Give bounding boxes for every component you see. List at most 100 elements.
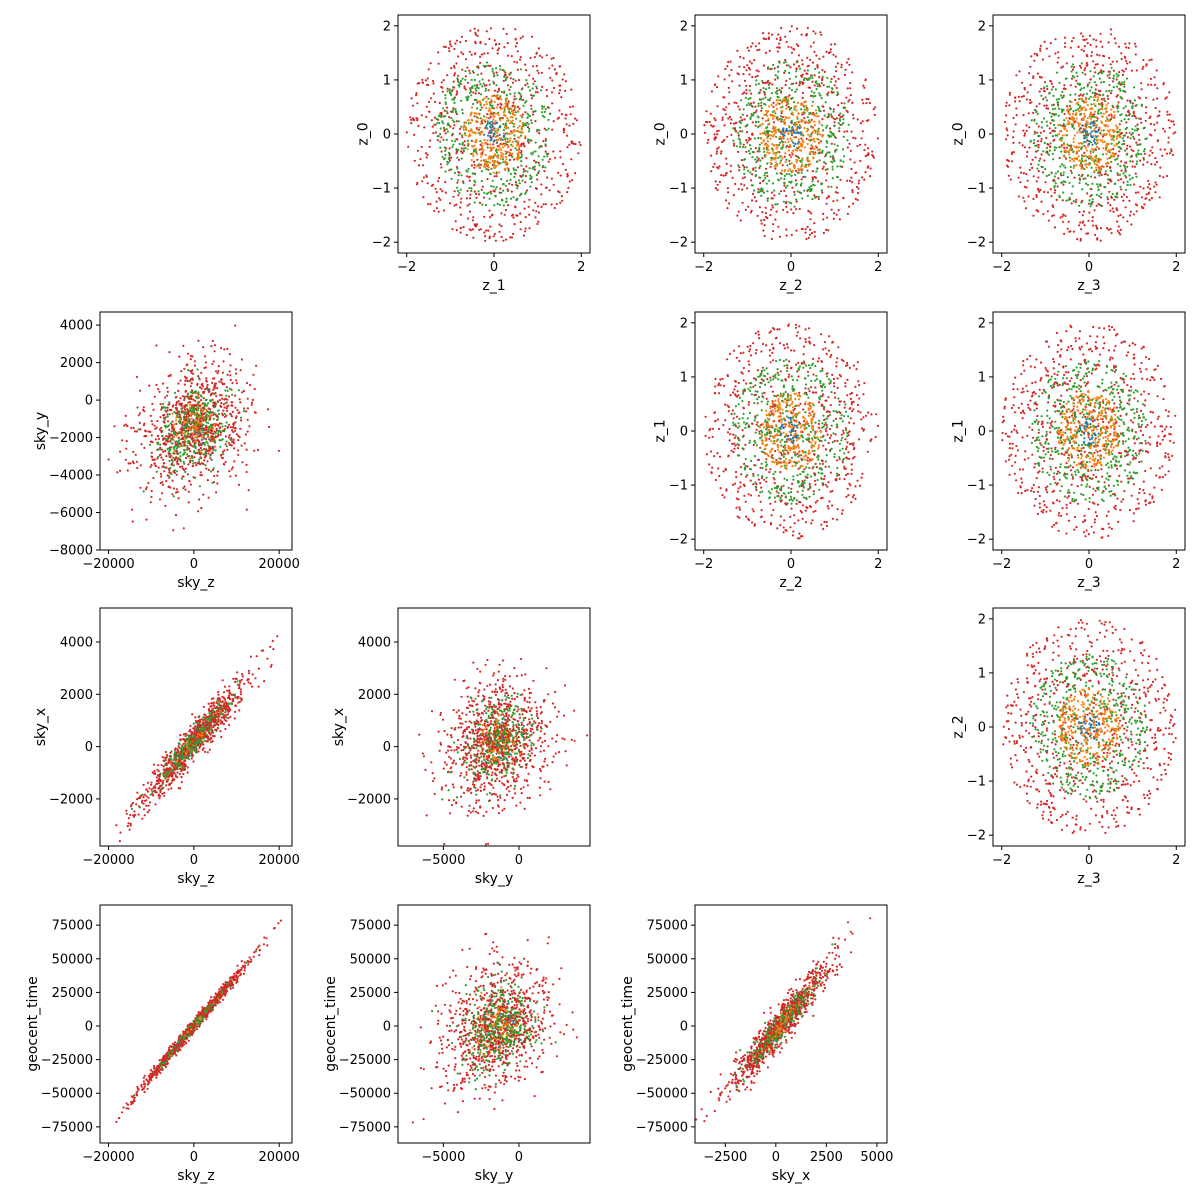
scatter-point (743, 91, 746, 94)
scatter-point (485, 84, 488, 87)
scatter-point (790, 155, 793, 158)
scatter-point (790, 134, 794, 137)
scatter-point (453, 101, 456, 104)
scatter-point (421, 78, 424, 81)
scatter-point (499, 187, 502, 190)
scatter-point (836, 176, 840, 179)
scatter-point (827, 195, 831, 198)
scatter-point (1071, 63, 1074, 66)
y-tick-label: 1 (680, 73, 688, 88)
scatter-point (168, 459, 171, 463)
scatter-point (718, 180, 722, 184)
scatter-point (1112, 147, 1115, 151)
scatter-point (193, 456, 196, 459)
scatter-point (791, 186, 794, 189)
scatter-point (174, 514, 178, 517)
scatter-point (859, 122, 863, 125)
scatter-point (531, 35, 534, 38)
scatter-point (491, 147, 494, 150)
scatter-point (489, 216, 492, 219)
scatter-point (760, 107, 764, 110)
scatter-point (234, 394, 237, 397)
scatter-point (1105, 104, 1108, 107)
scatter-point (1094, 130, 1097, 134)
scatter-point (1086, 139, 1089, 142)
scatter-point (514, 111, 518, 114)
scatter-point (813, 124, 816, 127)
scatter-point (739, 130, 742, 133)
scatter-point (836, 91, 839, 94)
scatter-point (561, 163, 565, 166)
scatter-point (491, 179, 494, 182)
scatter-point (1077, 149, 1081, 152)
scatter-point (487, 168, 490, 171)
scatter-point (551, 79, 554, 82)
scatter-point (1057, 104, 1060, 107)
scatter-point (1069, 105, 1072, 109)
scatter-points (405, 27, 582, 242)
scatter-point (442, 115, 445, 118)
scatter-point (1080, 157, 1083, 160)
scatter-point (542, 140, 545, 143)
scatter-point (521, 35, 524, 38)
scatter-point (832, 53, 835, 56)
scatter-point (509, 72, 512, 76)
scatter-point (1129, 145, 1132, 148)
scatter-point (470, 189, 473, 193)
scatter-point (801, 157, 804, 160)
scatter-point (229, 426, 232, 429)
scatter-point (1135, 69, 1138, 72)
scatter-point (814, 152, 817, 155)
scatter-point (480, 188, 483, 191)
scatter-point (1112, 69, 1115, 72)
scatter-point (1098, 195, 1101, 198)
scatter-point (796, 120, 800, 123)
scatter-point (464, 146, 467, 150)
scatter-point (468, 228, 471, 231)
scatter-point (1093, 66, 1096, 69)
scatter-point (1102, 165, 1105, 169)
scatter-point (1059, 165, 1062, 168)
scatter-point (1083, 129, 1086, 132)
scatter-point (490, 167, 493, 170)
scatter-point (158, 428, 161, 431)
scatter-point (505, 238, 508, 241)
scatter-point (846, 139, 849, 142)
scatter-point (453, 204, 456, 207)
scatter-point (842, 197, 845, 200)
scatter-point (751, 151, 754, 154)
scatter-point (750, 62, 753, 65)
scatter-point (1127, 46, 1130, 50)
scatter-point (451, 145, 454, 149)
scatter-point (1028, 126, 1031, 129)
scatter-point (234, 372, 238, 375)
scatter-point (1062, 183, 1065, 186)
scatter-point (758, 166, 761, 170)
scatter-point (1144, 137, 1147, 141)
scatter-point (756, 150, 759, 153)
scatter-point (744, 125, 747, 128)
scatter-point (1131, 176, 1134, 180)
scatter-point (1106, 165, 1109, 168)
scatter-point (807, 138, 811, 141)
scatter-point (551, 102, 554, 105)
scatter-point (810, 185, 813, 188)
scatter-point (1020, 95, 1023, 98)
scatter-point (778, 136, 781, 139)
scatter-point (513, 92, 516, 95)
scatter-point (490, 126, 493, 129)
scatter-point (155, 383, 158, 386)
scatter-point (846, 179, 849, 182)
scatter-point (532, 209, 535, 212)
scatter-point (1112, 134, 1115, 138)
scatter-point (506, 161, 509, 164)
scatter-point (475, 223, 479, 226)
scatter-point (824, 101, 827, 104)
scatter-point (134, 453, 137, 456)
scatter-point (742, 57, 745, 60)
scatter-point (532, 151, 535, 154)
scatter-point (1064, 180, 1067, 183)
scatter-point (480, 170, 483, 173)
scatter-point (521, 123, 525, 126)
scatter-point (749, 116, 752, 119)
